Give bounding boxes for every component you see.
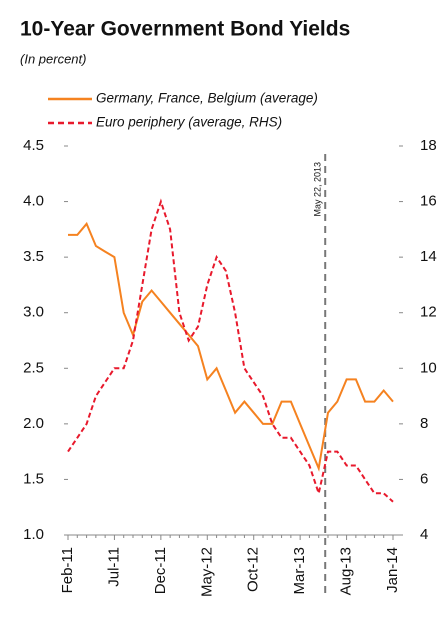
x-tick-label: Dec-11 — [152, 547, 169, 594]
chart-subtitle: (In percent) — [20, 51, 86, 66]
legend-label: Germany, France, Belgium (average) — [96, 91, 318, 106]
chart-title: 10-Year Government Bond Yields — [20, 18, 350, 41]
x-tick-label: Jul-11 — [105, 547, 122, 587]
y2-tick-label: 12 — [420, 304, 437, 321]
legend-label: Euro periphery (average, RHS) — [96, 115, 282, 130]
y-tick-label: 1.0 — [23, 526, 44, 543]
x-tick-label: May-12 — [198, 547, 215, 597]
y2-tick-label: 10 — [420, 359, 437, 376]
y2-tick-label: 6 — [420, 470, 428, 487]
x-tick-label: Jan-14 — [384, 547, 401, 593]
y2-tick-label: 4 — [420, 526, 428, 543]
x-tick-label: Aug-13 — [338, 547, 355, 595]
y2-tick-label: 16 — [420, 193, 437, 210]
series-line — [67, 198, 394, 503]
x-tick-label: Feb-11 — [59, 547, 76, 593]
series-line — [68, 221, 394, 472]
y2-tick-label: 8 — [420, 415, 428, 432]
y-tick-label: 4.0 — [23, 193, 44, 210]
y2-tick-label: 18 — [420, 137, 437, 154]
y-tick-label: 2.0 — [23, 415, 44, 432]
annotation-label: May 22, 2013 — [313, 162, 323, 217]
y-tick-label: 2.5 — [23, 359, 44, 376]
x-tick-label: Mar-13 — [291, 547, 308, 595]
y-tick-label: 3.5 — [23, 248, 44, 265]
y-tick-label: 4.5 — [23, 137, 44, 154]
x-tick-label: Oct-12 — [245, 547, 262, 592]
y2-tick-label: 14 — [420, 248, 437, 265]
y-tick-label: 1.5 — [23, 470, 44, 487]
y-tick-label: 3.0 — [23, 304, 44, 321]
